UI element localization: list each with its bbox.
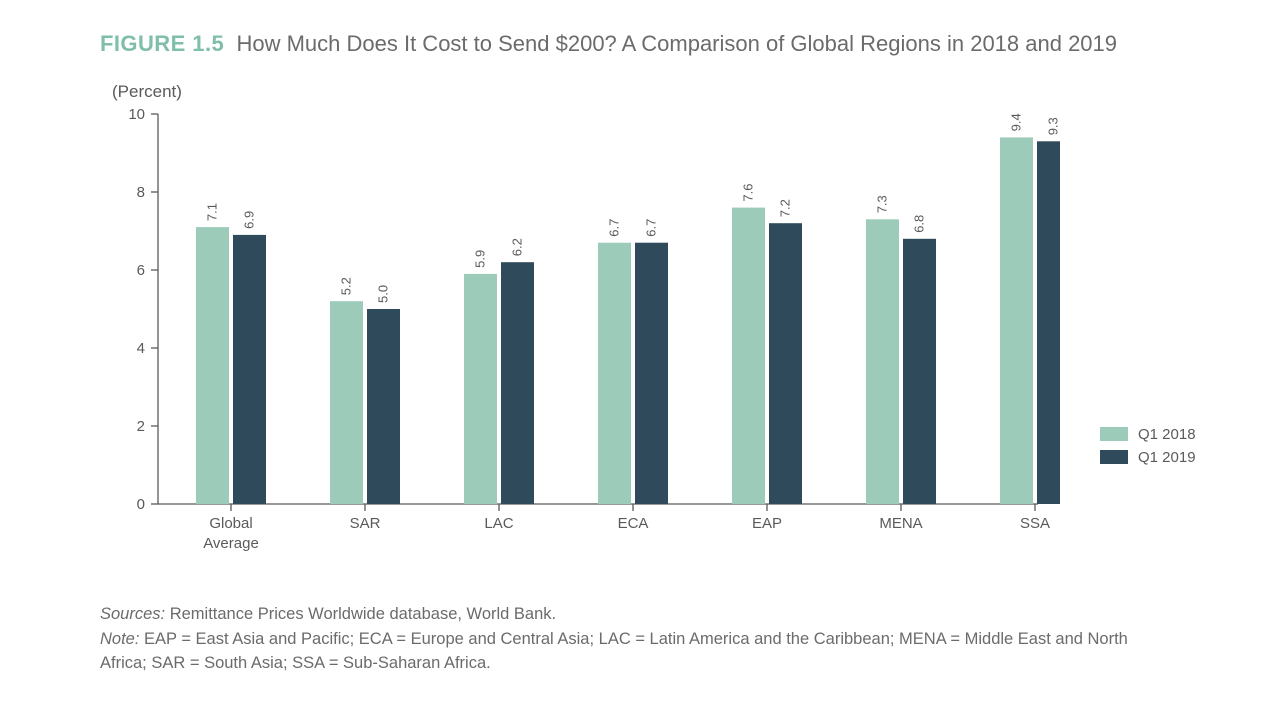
bar	[598, 243, 631, 504]
category-label: Average	[203, 535, 259, 552]
svg-text:4: 4	[137, 340, 145, 357]
bar-value-label: 6.7	[607, 219, 622, 237]
bar-value-label: 5.0	[376, 285, 391, 303]
sources-line: Sources: Remittance Prices Worldwide dat…	[100, 602, 1160, 627]
footnotes: Sources: Remittance Prices Worldwide dat…	[100, 602, 1160, 676]
bar	[367, 309, 400, 504]
bar	[732, 207, 765, 503]
figure-title-rest: How Much Does It Cost to Send $200? A Co…	[236, 31, 1117, 56]
chart-row: 0 2 4 6 8 10 7.1 6.9 Global Average 5.2 5.0 SAR 5.9 6.…	[100, 108, 1200, 568]
bar-value-label: 6.7	[644, 219, 659, 237]
note-rest: EAP = East Asia and Pacific; ECA = Europ…	[100, 630, 1128, 673]
bar-value-label: 6.8	[912, 215, 927, 233]
bar	[635, 243, 668, 504]
bar	[196, 227, 229, 504]
svg-text:8: 8	[137, 184, 145, 201]
bar	[1000, 137, 1033, 504]
category-label: MENA	[879, 515, 922, 532]
bar-value-label: 9.4	[1009, 113, 1024, 131]
chart-svg: 0 2 4 6 8 10 7.1 6.9 Global Average 5.2 5.0 SAR 5.9 6.…	[100, 108, 1060, 568]
bar-value-label: 7.3	[875, 195, 890, 213]
category-label: SSA	[1020, 515, 1050, 532]
bar	[330, 301, 363, 504]
category-label: LAC	[484, 515, 513, 532]
svg-text:0: 0	[137, 496, 145, 513]
svg-text:2: 2	[137, 418, 145, 435]
bar-value-label: 6.2	[510, 238, 525, 256]
figure-container: FIGURE 1.5 How Much Does It Cost to Send…	[0, 0, 1280, 719]
legend: Q1 2018 Q1 2019	[1100, 426, 1196, 472]
legend-item-2018: Q1 2018	[1100, 426, 1196, 443]
chart: 0 2 4 6 8 10 7.1 6.9 Global Average 5.2 5.0 SAR 5.9 6.…	[100, 108, 1060, 568]
category-label: EAP	[752, 515, 782, 532]
category-label: ECA	[618, 515, 649, 532]
bar-value-label: 7.2	[778, 199, 793, 217]
svg-text:6: 6	[137, 262, 145, 279]
bar-value-label: 7.1	[205, 203, 220, 221]
svg-text:10: 10	[128, 108, 145, 123]
bar	[233, 235, 266, 504]
category-label: SAR	[350, 515, 381, 532]
bar	[866, 219, 899, 504]
bar	[769, 223, 802, 504]
sources-rest: Remittance Prices Worldwide database, Wo…	[165, 605, 556, 623]
legend-swatch-2018	[1100, 427, 1128, 441]
bar	[903, 239, 936, 504]
bar	[501, 262, 534, 504]
legend-item-2019: Q1 2019	[1100, 449, 1196, 466]
note-lead: Note:	[100, 630, 139, 648]
bar-value-label: 5.9	[473, 250, 488, 268]
legend-swatch-2019	[1100, 450, 1128, 464]
sources-lead: Sources:	[100, 605, 165, 623]
legend-label-2019: Q1 2019	[1138, 449, 1196, 466]
figure-number: FIGURE 1.5	[100, 31, 224, 56]
bar-value-label: 6.9	[242, 211, 257, 229]
bar-value-label: 9.3	[1046, 117, 1061, 135]
category-label: Global	[209, 515, 252, 532]
bar-value-label: 5.2	[339, 277, 354, 295]
legend-label-2018: Q1 2018	[1138, 426, 1196, 443]
note-line: Note: EAP = East Asia and Pacific; ECA =…	[100, 627, 1160, 677]
y-axis-unit: (Percent)	[112, 82, 1200, 102]
bar	[464, 274, 497, 504]
figure-title: FIGURE 1.5 How Much Does It Cost to Send…	[100, 28, 1200, 60]
bar-value-label: 7.6	[741, 183, 756, 201]
bar	[1037, 141, 1060, 504]
